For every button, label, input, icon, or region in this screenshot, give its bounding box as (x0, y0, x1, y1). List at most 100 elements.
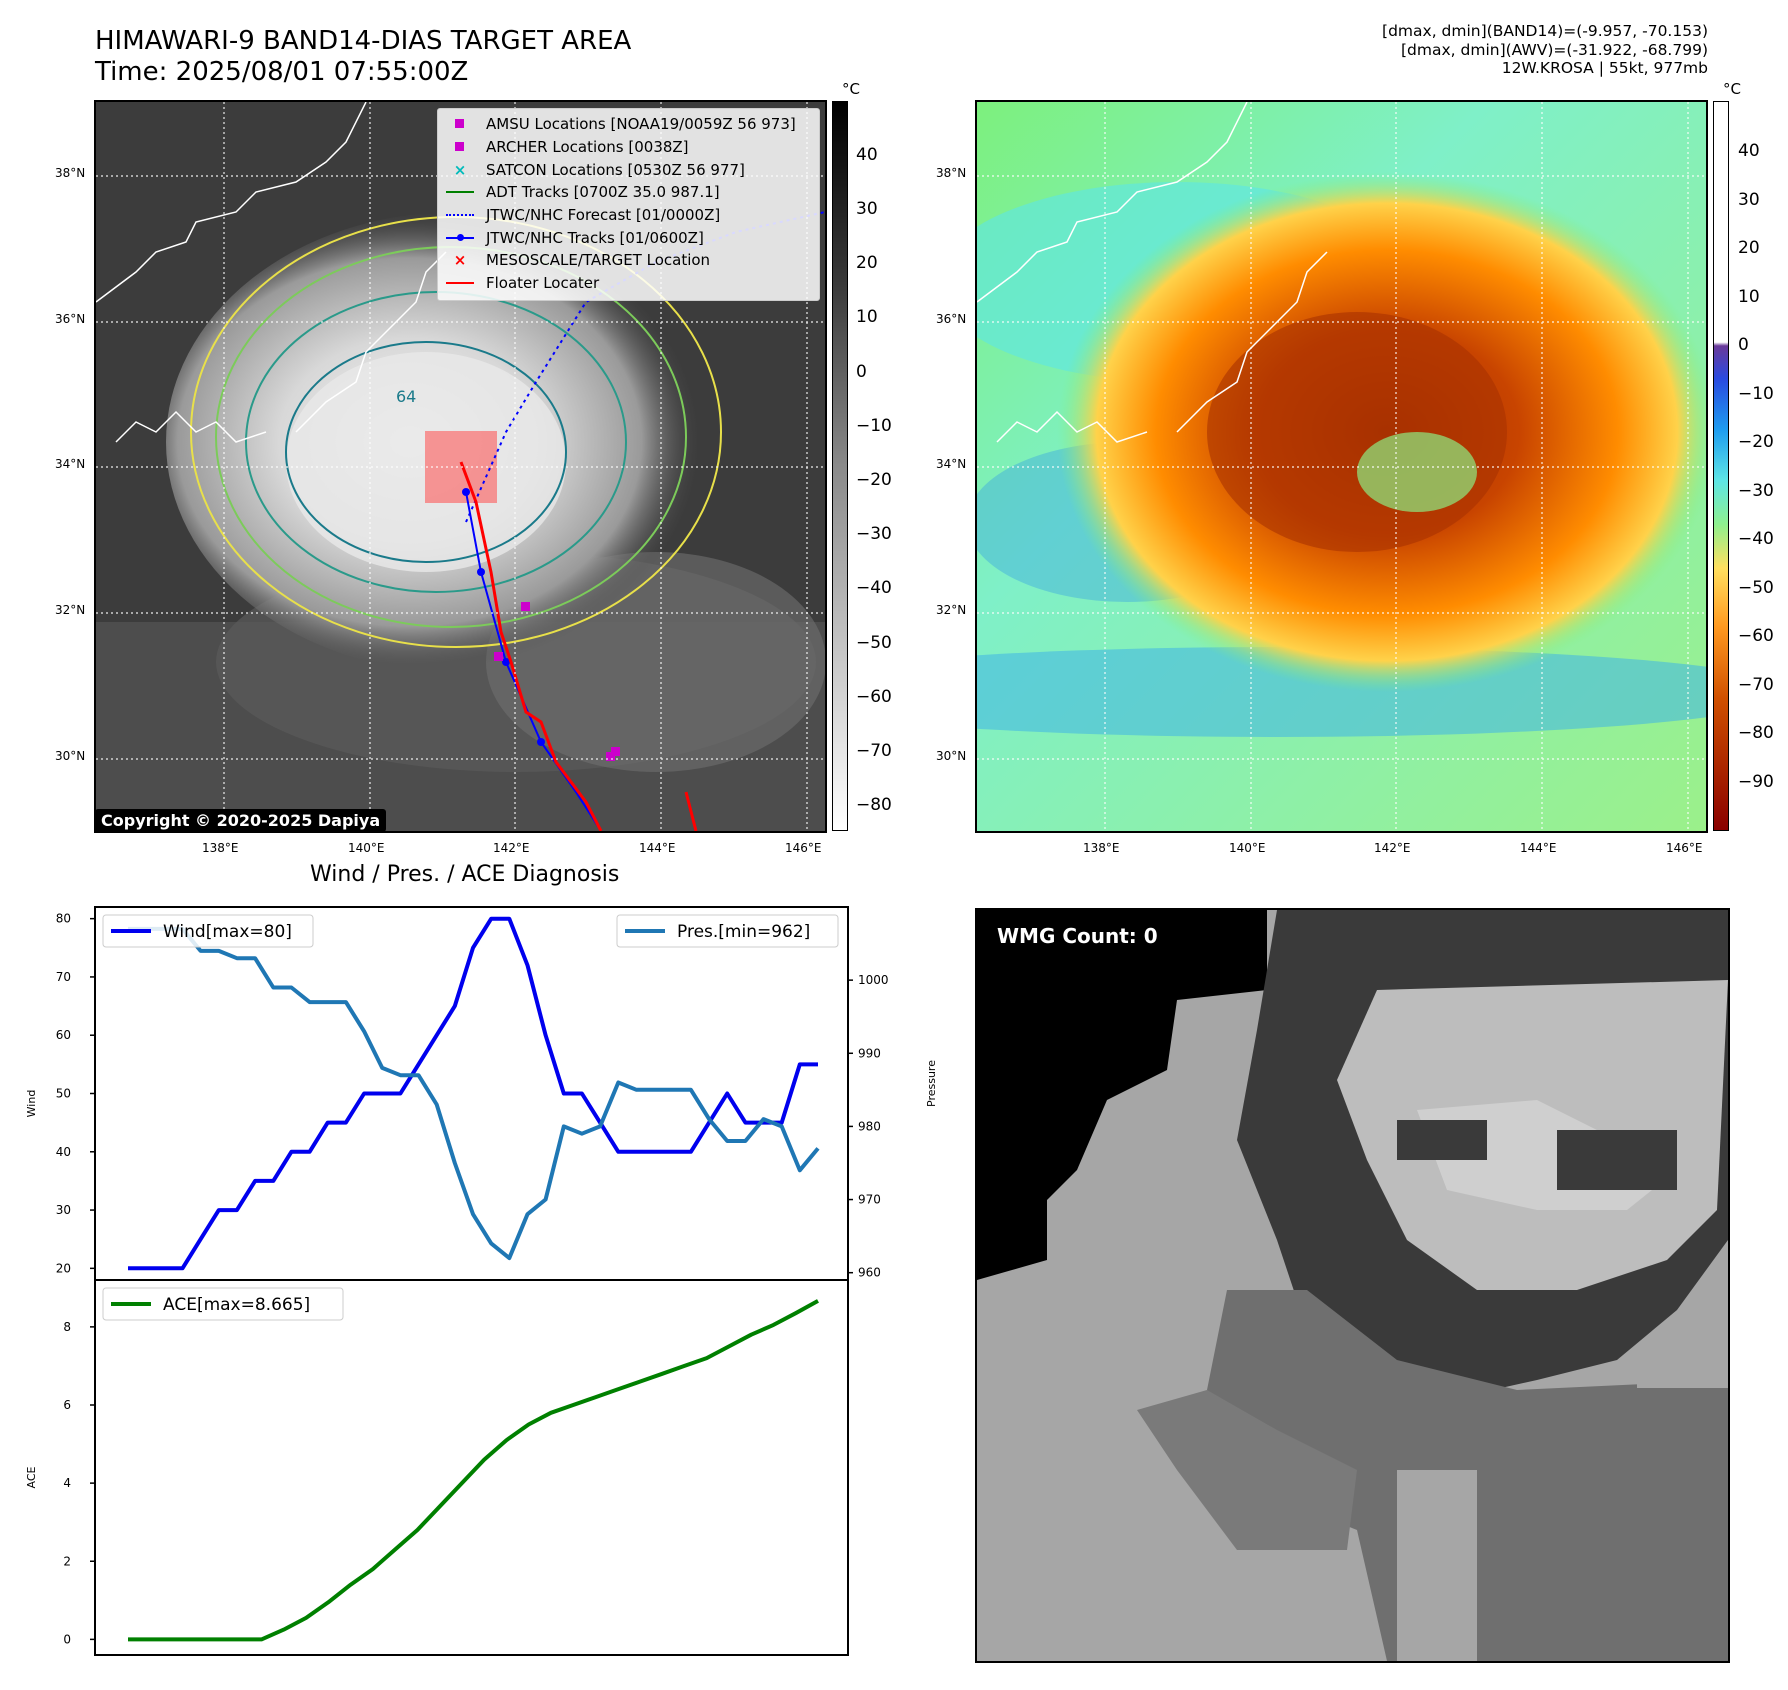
awv-map-image (977, 102, 1706, 831)
lon-label: 140°E (1229, 841, 1266, 855)
wind-tick-label: 30 (56, 1203, 71, 1217)
awv-map-panel (975, 100, 1708, 833)
contour-label: 64 (396, 387, 416, 406)
legend-adt: ADT Tracks [0700Z 35.0 987.1] (446, 181, 811, 204)
pressure-tick-label: 980 (858, 1119, 881, 1133)
lon-label: 138°E (202, 841, 239, 855)
cb-tick: 30 (1738, 190, 1760, 210)
ace-tick-label: 8 (63, 1320, 71, 1334)
wind-tick-label: 50 (56, 1087, 71, 1101)
cb-tick: 40 (1738, 141, 1760, 161)
pressure-tick-label: 970 (858, 1193, 881, 1207)
ace-axis-label: ACE (25, 1466, 38, 1488)
ace-legend-label: ACE[max=8.665] (163, 1295, 310, 1315)
cb-tick: −10 (856, 416, 892, 436)
legend-floater: Floater Locater (446, 272, 811, 295)
cb-tick: 40 (856, 145, 878, 165)
wmg-image (977, 910, 1728, 1661)
cb-tick: 0 (1738, 335, 1749, 355)
pressure-tick-label: 960 (858, 1266, 881, 1280)
lat-label: 32°N (55, 603, 86, 617)
wind-tick-label: 70 (56, 970, 71, 984)
legend-archer: ARCHER Locations [0038Z] (446, 136, 811, 159)
stats-line-3: 12W.KROSA | 55kt, 977mb (1501, 59, 1708, 77)
cb-tick: −60 (1738, 626, 1774, 646)
wind-axis-label: Wind (25, 1090, 38, 1118)
title-line-2: Time: 2025/08/01 07:55:00Z (95, 57, 469, 87)
legend-jtwc-forecast: JTWC/NHC Forecast [01/0000Z] (446, 204, 811, 227)
lat-label: 38°N (55, 166, 86, 180)
cb-tick: 20 (1738, 238, 1760, 258)
stats-line-1: [dmax, dmin](BAND14)=(-9.957, -70.153) (1382, 22, 1708, 40)
ace-plot-frame (94, 1279, 849, 1656)
figure-title: HIMAWARI-9 BAND14-DIAS TARGET AREA Time:… (95, 26, 631, 88)
cb-tick: −80 (856, 795, 892, 815)
legend-jtwc-tracks: JTWC/NHC Tracks [01/0600Z] (446, 226, 811, 249)
band14-map-panel: 64 AMSU Locations [NOAA19/0059Z (94, 100, 827, 833)
stats-block: [dmax, dmin](BAND14)=(-9.957, -70.153) [… (1382, 22, 1708, 78)
lat-label: 36°N (55, 312, 86, 326)
pressure-tick-label: 1000 (858, 973, 889, 987)
cb-tick: −80 (1738, 723, 1774, 743)
lon-label: 146°E (785, 841, 822, 855)
wind-legend-box (102, 914, 314, 948)
pressure-legend-box (616, 914, 839, 948)
wind-tick-label: 80 (56, 912, 71, 926)
lon-label: 144°E (1520, 841, 1557, 855)
legend-target-location: × MESOSCALE/TARGET Location (453, 251, 711, 270)
cb-tick: 30 (856, 199, 878, 219)
ace-tick-label: 2 (63, 1554, 71, 1568)
cb-tick: −70 (1738, 675, 1774, 695)
lon-label: 140°E (348, 841, 385, 855)
lat-label: 36°N (936, 312, 967, 326)
legend-satcon: × SATCON Locations [0530Z 56 977] (453, 160, 745, 179)
lat-label: 34°N (55, 457, 86, 471)
ace-tick-label: 6 (63, 1398, 71, 1412)
lon-label: 138°E (1083, 841, 1120, 855)
lon-label: 146°E (1666, 841, 1703, 855)
wmg-panel: WMG Count: 0 (975, 908, 1730, 1663)
pressure-axis-label: Pressure (925, 1060, 938, 1107)
lat-label: 30°N (55, 749, 86, 763)
ace-series-line (128, 1299, 819, 1642)
lat-label: 30°N (936, 749, 967, 763)
cb-tick: −40 (856, 578, 892, 598)
cb-tick: −10 (1738, 384, 1774, 404)
band14-colorbar-unit: °C (842, 80, 860, 98)
pressure-legend-label: Pres.[min=962] (677, 922, 810, 942)
wmg-count-badge: WMG Count: 0 (989, 920, 1166, 952)
band14-colorbar (832, 101, 848, 831)
lon-label: 142°E (493, 841, 530, 855)
cb-tick: 0 (856, 362, 867, 382)
cb-tick: −20 (1738, 432, 1774, 452)
title-line-1: HIMAWARI-9 BAND14-DIAS TARGET AREA (95, 26, 632, 56)
cb-tick: −90 (1738, 772, 1774, 792)
copyright-badge: Copyright © 2020-2025 Dapiya (96, 809, 387, 831)
cb-tick: −30 (1738, 481, 1774, 501)
wind-legend-label: Wind[max=80] (163, 922, 292, 942)
lon-label: 144°E (639, 841, 676, 855)
legend-amsu: AMSU Locations [NOAA19/0059Z 56 973] (446, 113, 811, 136)
cb-tick: −50 (856, 633, 892, 653)
cb-tick: 10 (856, 307, 878, 327)
cb-tick: −50 (1738, 578, 1774, 598)
lon-label: 142°E (1374, 841, 1411, 855)
track-legend: AMSU Locations [NOAA19/0059Z 56 973] ARC… (437, 108, 820, 301)
stats-line-2: [dmax, dmin](AWV)=(-31.922, -68.799) (1401, 40, 1708, 59)
cb-tick: −40 (1738, 529, 1774, 549)
ace-legend-box (102, 1287, 344, 1321)
awv-colorbar-unit: °C (1723, 80, 1741, 98)
ace-tick-label: 0 (63, 1632, 71, 1646)
cb-tick: 10 (1738, 287, 1760, 307)
pressure-tick-label: 990 (858, 1046, 881, 1060)
cb-tick: −70 (856, 741, 892, 761)
lat-label: 38°N (936, 166, 967, 180)
awv-colorbar (1713, 101, 1729, 831)
lat-label: 32°N (936, 603, 967, 617)
lat-label: 34°N (936, 457, 967, 471)
pressure-series-line (128, 926, 820, 1261)
wind-series-line (128, 916, 818, 1271)
wind-tick-label: 60 (56, 1028, 71, 1042)
cb-tick: −20 (856, 470, 892, 490)
